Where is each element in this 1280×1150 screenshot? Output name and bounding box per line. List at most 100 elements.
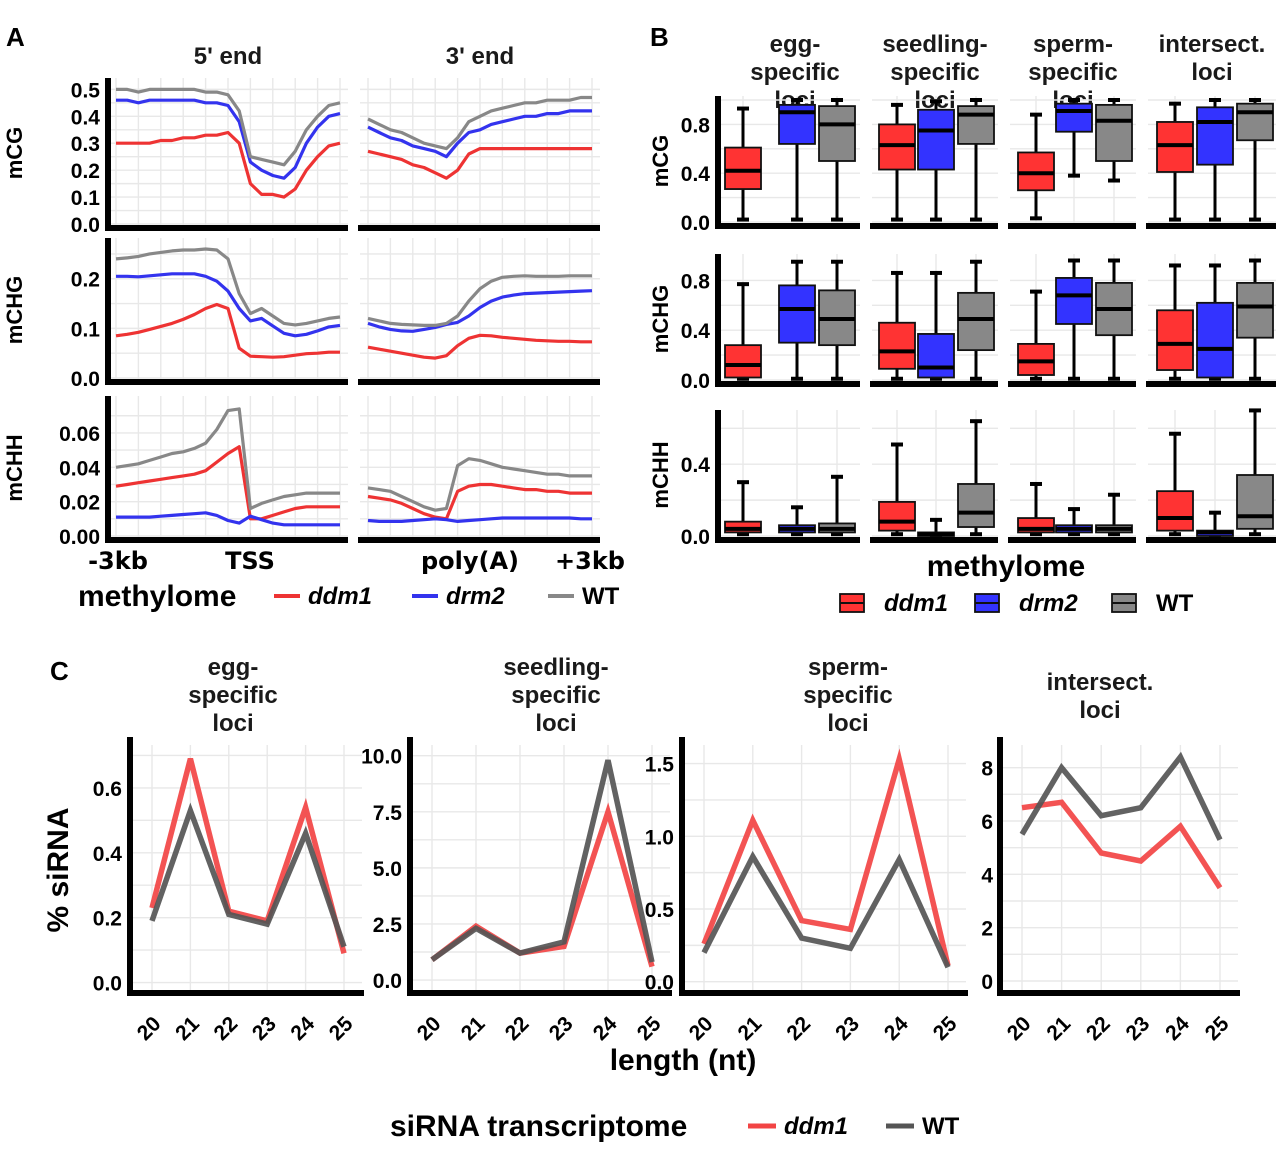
x-tick-label: +3kb	[555, 547, 625, 575]
box-WT	[1236, 258, 1274, 381]
x-tick-label: 25	[929, 1012, 962, 1045]
box-WT	[1095, 492, 1133, 537]
y-tick-label: 0	[981, 971, 993, 994]
box-WT	[957, 419, 995, 537]
facet-title-c-2-line: specific	[803, 682, 892, 709]
y-tick-label: 10.0	[361, 746, 402, 769]
x-tick-label: 23	[545, 1012, 578, 1045]
box-iqr	[1055, 277, 1093, 325]
x-tick-label: 24	[880, 1012, 913, 1045]
box-WT	[1095, 98, 1133, 183]
y-tick-label: 0.2	[71, 269, 100, 292]
box-iqr	[724, 146, 762, 190]
facet-a-mCG-1	[358, 78, 600, 231]
row-label-b-mCHG: mCHG	[648, 285, 673, 353]
x-tick-label: poly(A)	[421, 547, 519, 575]
facet-title-c-0-line: egg-	[208, 654, 259, 681]
legend-label-ddm1: ddm1	[308, 583, 372, 610]
series-line-drm2	[116, 511, 340, 527]
series-line-WT	[367, 457, 592, 512]
facet-b-mCHH-0	[718, 410, 860, 543]
facet-title-b-0-line: specific	[750, 59, 839, 86]
legend-label-WT: WT	[1156, 590, 1194, 617]
row-label-b-mCHH: mCHH	[648, 441, 673, 508]
y-tick-label: 0.0	[71, 368, 100, 391]
series-line-WT	[149, 802, 347, 948]
series-line-drm2	[367, 289, 593, 333]
y-tick-label: 0.2	[93, 908, 122, 931]
box-ddm1	[1156, 101, 1194, 222]
box-iqr	[724, 344, 762, 379]
legend-a: methylome ddm1 drm2 WT	[78, 580, 620, 613]
y-tick-label: 0.4	[93, 843, 123, 866]
facet-title-b-2-line: specific	[1028, 59, 1117, 86]
x-axis-title: methylome	[927, 550, 1085, 583]
box-iqr	[1196, 301, 1234, 379]
box-iqr	[1055, 102, 1093, 133]
box-ddm1	[1017, 112, 1055, 221]
y-tick-label: 4	[981, 864, 993, 887]
x-tick-label: 21	[171, 1012, 204, 1045]
y-tick-label: 0.5	[71, 79, 101, 102]
panel-b: egg-specificlociseedling-specificlocispe…	[648, 31, 1276, 617]
facet-b-mCG-0	[718, 96, 860, 229]
box-iqr	[917, 333, 955, 379]
facet-a-mCHG-0	[106, 238, 348, 385]
y-tick-label: 0.5	[645, 899, 675, 922]
x-tick-label: 20	[133, 1012, 166, 1045]
y-tick-label: 0.0	[71, 214, 100, 237]
x-tick-label: 24	[1161, 1012, 1194, 1045]
y-tick-label: 0.0	[681, 370, 710, 393]
y-tick-label: 0.0	[373, 970, 402, 993]
y-tick-label: 0.04	[59, 457, 100, 480]
y-axis-title: % siRNA	[42, 807, 75, 932]
y-tick-label: 0.0	[681, 526, 710, 549]
box-ddm1	[724, 106, 762, 222]
box-iqr	[1156, 490, 1194, 532]
legend-title: methylome	[78, 580, 236, 613]
y-tick-label: 5.0	[373, 858, 402, 881]
series-line-ddm1	[1021, 799, 1223, 890]
box-iqr	[917, 108, 955, 171]
box-iqr	[1236, 102, 1274, 142]
y-tick-label: 1.5	[645, 754, 675, 777]
facet-title-c-1-line: specific	[511, 682, 600, 709]
row-label-a-mCG: mCG	[2, 127, 27, 180]
box-WT	[1095, 258, 1133, 381]
y-tick-label: 0.1	[71, 318, 101, 341]
facet-b-mCHG-1	[870, 254, 998, 387]
facet-title-c-2-line: loci	[827, 710, 868, 737]
facet-b-mCG-2	[1008, 96, 1136, 229]
box-ddm1	[1017, 289, 1055, 381]
legend-b: ddm1 drm2 WT	[839, 590, 1194, 617]
box-iqr	[1236, 281, 1274, 339]
x-tick-label: 23	[1122, 1012, 1155, 1045]
series-line-ddm1	[115, 302, 340, 359]
facet-title-a-1: 3' end	[446, 43, 514, 70]
series-line-WT	[115, 247, 341, 327]
facet-a-mCG-0	[106, 78, 348, 231]
box-iqr	[818, 105, 856, 162]
legend-label-ddm1: ddm1	[784, 1113, 848, 1140]
box-iqr	[957, 483, 995, 528]
facet-title-b-3-line: loci	[1191, 59, 1232, 86]
box-drm2	[1196, 510, 1234, 538]
series-line-WT	[701, 850, 951, 969]
box-iqr	[957, 291, 995, 352]
facet-title-c-3-line: intersect.	[1047, 669, 1154, 696]
box-drm2	[1196, 98, 1234, 222]
facet-a-mCHG-1	[358, 238, 600, 385]
facet-b-mCG-3	[1146, 96, 1276, 229]
facet-title-c-0-line: loci	[212, 710, 253, 737]
facet-title-b-2-line: sperm-	[1033, 31, 1113, 58]
series-line-drm2	[116, 272, 341, 338]
y-tick-label: 0.8	[681, 114, 711, 137]
facet-title-c-3: intersect. loci	[1047, 669, 1154, 724]
series-line-ddm1	[149, 758, 347, 954]
y-tick-label: 6	[981, 811, 993, 834]
row-label-b-mCG: mCG	[648, 135, 673, 188]
panel-letter-a: A	[6, 22, 25, 52]
box-ddm1	[1156, 263, 1194, 381]
